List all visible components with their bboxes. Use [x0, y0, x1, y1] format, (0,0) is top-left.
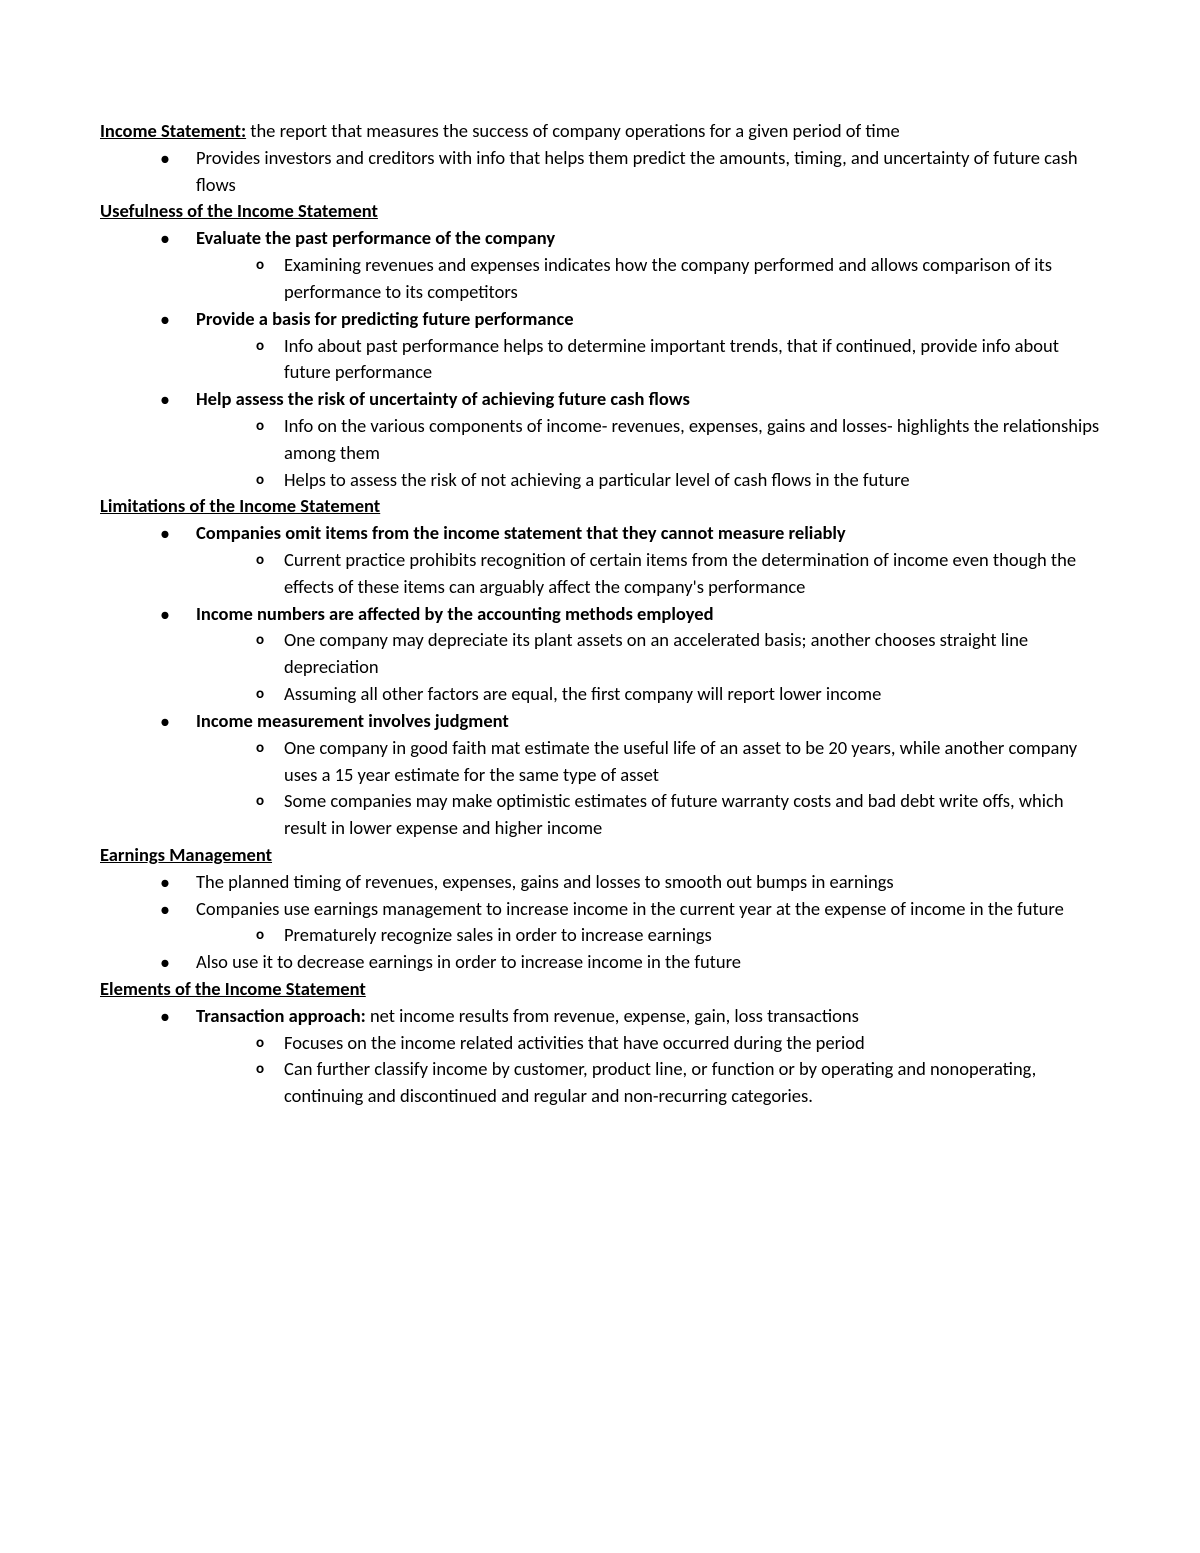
list-item: Provide a basis for predicting future pe… — [160, 306, 1100, 386]
usefulness-item-1: Evaluate the past performance of the com… — [196, 226, 555, 249]
list-item: Companies use earnings management to inc… — [160, 896, 1100, 950]
list-item: Current practice prohibits recognition o… — [256, 547, 1100, 601]
list-item: One company in good faith mat estimate t… — [256, 735, 1100, 789]
list-item: Info about past performance helps to det… — [256, 333, 1100, 387]
list-item: Transaction approach: net income results… — [160, 1003, 1100, 1110]
list-item: Income measurement involves judgment One… — [160, 708, 1100, 842]
list-item: Helps to assess the risk of not achievin… — [256, 467, 1100, 494]
transaction-approach-def: net income results from revenue, expense… — [366, 1004, 859, 1027]
earnings-item-2: Companies use earnings management to inc… — [196, 897, 1064, 920]
limitations-item-1: Companies omit items from the income sta… — [196, 521, 846, 544]
list-item: The planned timing of revenues, expenses… — [160, 869, 1100, 896]
list-item: Provides investors and creditors with in… — [160, 145, 1100, 199]
list-item: Some companies may make optimistic estim… — [256, 788, 1100, 842]
list-item: Evaluate the past performance of the com… — [160, 225, 1100, 305]
list-item: Companies omit items from the income sta… — [160, 520, 1100, 600]
list-item: Examining revenues and expenses indicate… — [256, 252, 1100, 306]
elements-heading: Elements of the Income Statement — [100, 976, 1100, 1003]
transaction-approach-label: Transaction approach: — [196, 1004, 366, 1027]
limitations-item-2: Income numbers are affected by the accou… — [196, 602, 714, 625]
income-statement-title: Income Statement: — [100, 119, 246, 142]
usefulness-heading: Usefulness of the Income Statement — [100, 198, 1100, 225]
list-item: Info on the various components of income… — [256, 413, 1100, 467]
limitations-heading: Limitations of the Income Statement — [100, 493, 1100, 520]
list-item: Can further classify income by customer,… — [256, 1056, 1100, 1110]
earnings-mgmt-heading: Earnings Management — [100, 842, 1100, 869]
list-item: Prematurely recognize sales in order to … — [256, 922, 1100, 949]
list-item: Income numbers are affected by the accou… — [160, 601, 1100, 708]
list-item: One company may depreciate its plant ass… — [256, 627, 1100, 681]
list-item: Help assess the risk of uncertainty of a… — [160, 386, 1100, 493]
usefulness-item-2: Provide a basis for predicting future pe… — [196, 307, 574, 330]
limitations-item-3: Income measurement involves judgment — [196, 709, 509, 732]
income-statement-definition: Income Statement: the report that measur… — [100, 118, 1100, 145]
usefulness-item-3: Help assess the risk of uncertainty of a… — [196, 387, 690, 410]
list-item: Focuses on the income related activities… — [256, 1030, 1100, 1057]
list-item: Assuming all other factors are equal, th… — [256, 681, 1100, 708]
list-item: Also use it to decrease earnings in orde… — [160, 949, 1100, 976]
income-statement-def-text: the report that measures the success of … — [246, 119, 900, 142]
